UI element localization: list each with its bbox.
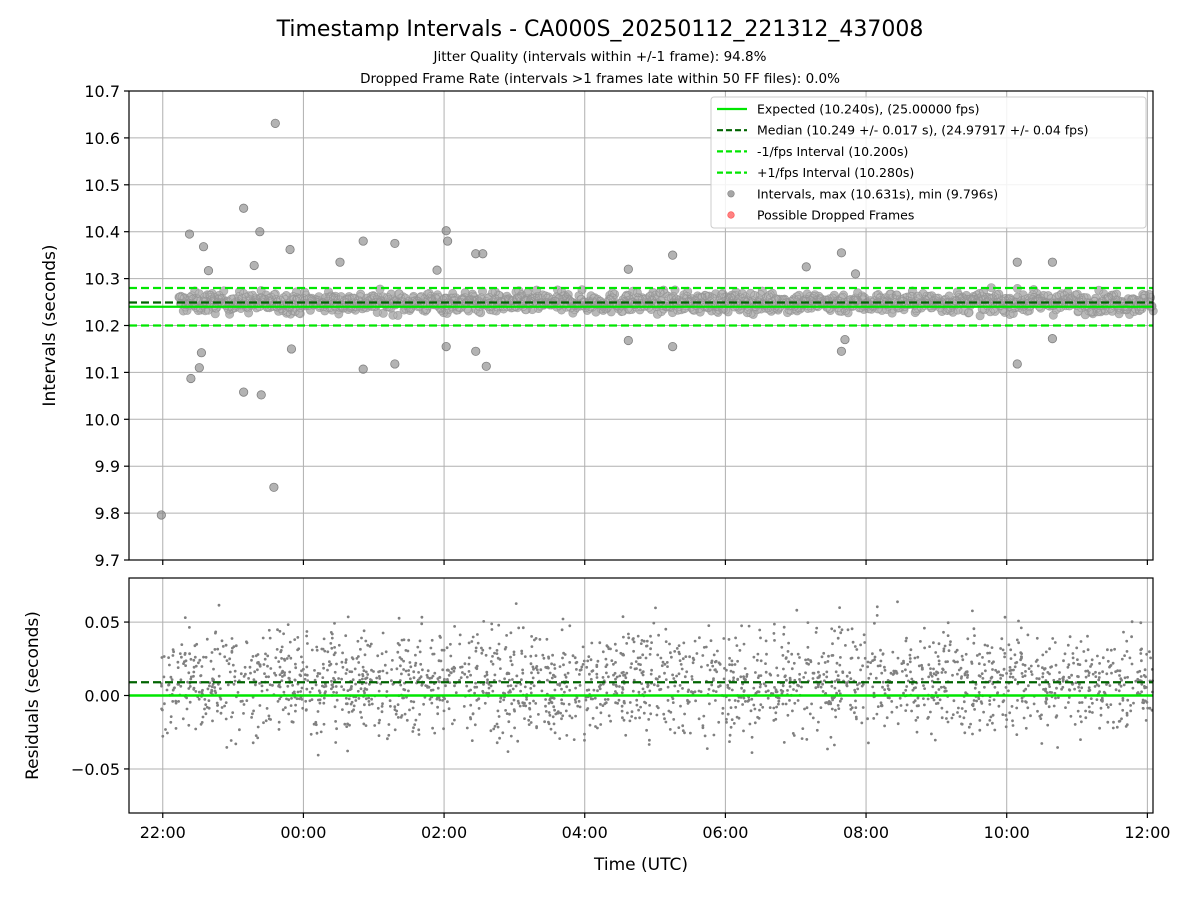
legend-entry-label: Possible Dropped Frames <box>757 208 914 223</box>
intervals-x-ticks <box>162 560 1148 565</box>
chart-subtitle-jitter: Jitter Quality (intervals within +/-1 fr… <box>433 49 767 65</box>
interval-outlier-point <box>668 250 678 260</box>
interval-outlier-point <box>239 387 249 397</box>
interval-outlier-point <box>269 482 279 492</box>
intervals-y-tick-label: 10.2 <box>84 317 120 336</box>
interval-outlier-point <box>286 344 297 354</box>
x-tick-label: 06:00 <box>702 823 748 842</box>
residuals-y-axis-label: Residuals (seconds) <box>23 611 43 780</box>
interval-outlier-point <box>471 346 481 356</box>
legend-entry-label: Intervals, max (10.631s), min (9.796s) <box>757 186 998 201</box>
interval-outlier-point <box>836 346 847 356</box>
interval-outlier-point <box>270 118 280 128</box>
legend-entry-label: +1/fps Interval (10.280s) <box>757 165 914 180</box>
x-tick-label: 22:00 <box>140 823 186 842</box>
interval-outlier-point <box>441 342 451 352</box>
residuals-y-tick-label: 0.00 <box>84 687 120 706</box>
interval-outlier-point <box>249 260 259 271</box>
interval-outlier-point <box>390 238 400 249</box>
interval-outlier-point <box>156 510 166 520</box>
interval-outlier-point <box>1047 334 1058 344</box>
interval-outlier-point <box>478 249 488 259</box>
residuals-reference-lines <box>129 681 1153 697</box>
interval-outlier-point <box>256 390 266 400</box>
intervals-y-axis-label: Intervals (seconds) <box>40 244 60 406</box>
x-tick-label: 04:00 <box>562 823 608 842</box>
intervals-y-tick-label: 9.7 <box>95 551 120 570</box>
legend-box <box>710 96 1147 229</box>
interval-outlier-point <box>196 348 207 358</box>
interval-outlier-point <box>441 226 451 236</box>
intervals-y-tick-label: 10.1 <box>84 363 120 382</box>
x-tick-label: 00:00 <box>280 823 326 842</box>
chart-subtitle-dropped: Dropped Frame Rate (intervals >1 frames … <box>360 71 840 87</box>
interval-outlier-point <box>198 242 209 252</box>
interval-outlier-point <box>442 236 453 246</box>
interval-outlier-point <box>801 262 811 272</box>
intervals-y-tick-label: 10.6 <box>84 129 120 148</box>
interval-outlier-point <box>358 364 368 374</box>
interval-outlier-point <box>840 334 850 345</box>
x-tick-label: 02:00 <box>421 823 467 842</box>
interval-outlier-point <box>239 203 249 213</box>
intervals-y-tick-label: 10.4 <box>84 223 120 242</box>
x-tick-label: 08:00 <box>843 823 889 842</box>
intervals-y-tick-label: 9.8 <box>95 504 120 523</box>
intervals-y-tick-label: 10.7 <box>84 82 120 101</box>
x-axis-label: Time (UTC) <box>593 855 688 875</box>
interval-outlier-point <box>186 373 196 384</box>
interval-outlier-point <box>432 265 442 275</box>
interval-outlier-point <box>850 269 861 279</box>
interval-outlier-point <box>184 229 195 239</box>
interval-outlier-point <box>285 244 295 255</box>
interval-outlier-point <box>668 342 678 352</box>
legend-entry-label: Expected (10.240s), (25.00000 fps) <box>757 102 979 117</box>
residuals-scatter <box>160 600 1154 757</box>
interval-outlier-point <box>194 363 204 373</box>
chart-legend: Expected (10.240s), (25.00000 fps) Median… <box>710 96 1147 229</box>
intervals-y-tick-label: 10.5 <box>84 176 120 195</box>
interval-outlier-point <box>481 361 491 371</box>
residuals-y-tick-label: −0.05 <box>71 760 120 779</box>
residuals-points <box>160 600 1154 757</box>
interval-outlier-point <box>623 335 633 346</box>
legend-marker-dot <box>727 211 735 219</box>
legend-entry-label: Median (10.249 +/- 0.017 s), (24.97917 +… <box>757 123 1088 138</box>
intervals-points <box>156 118 1158 520</box>
interval-outlier-point <box>358 236 368 246</box>
x-tick-label: 10:00 <box>984 823 1030 842</box>
residuals-x-ticks: 22:00 00:00 02:00 04:00 06:00 08:00 10:00 12:00 <box>140 813 1170 842</box>
legend-marker-dot <box>727 190 735 198</box>
intervals-y-tick-label: 10.0 <box>84 410 120 429</box>
interval-outlier-point <box>255 227 265 237</box>
interval-outlier-point <box>1012 359 1022 369</box>
legend-entry-label: -1/fps Interval (10.200s) <box>757 144 908 159</box>
interval-outlier-point <box>1047 257 1058 267</box>
intervals-y-tick-label: 10.3 <box>84 270 120 289</box>
residuals-y-ticks: −0.05 0.00 0.05 <box>71 613 129 779</box>
x-tick-label: 12:00 <box>1124 823 1170 842</box>
interval-outlier-point <box>335 257 345 267</box>
residuals-panel: −0.05 0.00 0.05 22:00 00:00 02:00 04:00 06:00 0… <box>23 577 1170 875</box>
intervals-panel: 9.7 9.8 9.9 10.0 10.1 10.2 10.3 10.4 10.5 10.6 10.… <box>40 82 1158 570</box>
interval-outlier-point <box>390 359 400 369</box>
intervals-y-ticks: 9.7 9.8 9.9 10.0 10.1 10.2 10.3 10.4 10.5 10.6 10.… <box>84 82 129 570</box>
interval-outlier-point <box>1012 257 1022 267</box>
intervals-y-tick-label: 9.9 <box>95 457 120 476</box>
residuals-y-tick-label: 0.05 <box>84 613 120 632</box>
interval-outlier-point <box>623 264 633 274</box>
intervals-reference-lines <box>129 286 1153 327</box>
chart-title: Timestamp Intervals - CA000S_20250112_22… <box>276 17 924 42</box>
interval-outlier-point <box>836 248 847 258</box>
interval-outlier-point <box>203 266 214 276</box>
